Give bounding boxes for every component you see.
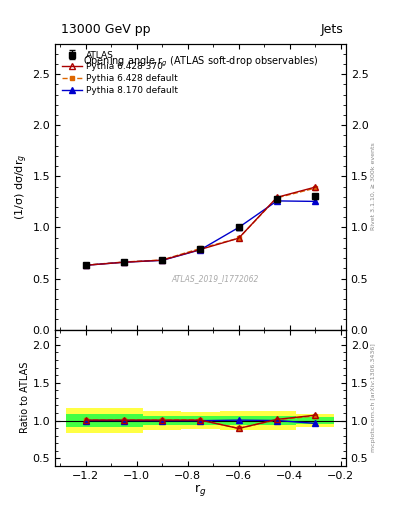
Pythia 6.428 370 xyxy=(121,259,126,265)
Pythia 6.428 370 xyxy=(198,246,203,252)
Text: 13000 GeV pp: 13000 GeV pp xyxy=(61,23,151,36)
Line: Pythia 8.170 default: Pythia 8.170 default xyxy=(83,198,318,268)
Pythia 8.170 default xyxy=(198,247,203,253)
Pythia 6.428 default xyxy=(313,185,318,191)
Line: Pythia 6.428 default: Pythia 6.428 default xyxy=(83,186,318,267)
Pythia 8.170 default xyxy=(313,198,318,204)
Pythia 6.428 default xyxy=(160,257,165,263)
Pythia 6.428 default xyxy=(275,195,279,201)
Y-axis label: Rivet 3.1.10, ≥ 300k events: Rivet 3.1.10, ≥ 300k events xyxy=(371,143,376,230)
Pythia 6.428 default xyxy=(121,259,126,265)
Y-axis label: mcplots.cern.ch [arXiv:1306.3436]: mcplots.cern.ch [arXiv:1306.3436] xyxy=(371,344,376,452)
Pythia 6.428 default xyxy=(198,245,203,251)
Y-axis label: Ratio to ATLAS: Ratio to ATLAS xyxy=(20,362,29,434)
X-axis label: r$_g$: r$_g$ xyxy=(194,482,207,498)
Pythia 6.428 default xyxy=(83,262,88,268)
Pythia 8.170 default xyxy=(236,224,241,230)
Line: Pythia 6.428 370: Pythia 6.428 370 xyxy=(83,184,318,268)
Pythia 8.170 default xyxy=(83,262,88,268)
Pythia 6.428 370 xyxy=(275,194,279,200)
Pythia 6.428 370 xyxy=(313,184,318,190)
Pythia 8.170 default xyxy=(275,198,279,204)
Pythia 6.428 370 xyxy=(236,235,241,241)
Text: Opening angle r$_g$ (ATLAS soft-drop observables): Opening angle r$_g$ (ATLAS soft-drop obs… xyxy=(83,55,318,69)
Pythia 6.428 370 xyxy=(83,262,88,268)
Text: ATLAS_2019_I1772062: ATLAS_2019_I1772062 xyxy=(171,273,259,283)
Pythia 8.170 default xyxy=(121,259,126,265)
Pythia 6.428 370 xyxy=(160,257,165,263)
Pythia 8.170 default xyxy=(160,258,165,264)
Text: Jets: Jets xyxy=(321,23,344,36)
Y-axis label: (1/σ) dσ/dr$_g$: (1/σ) dσ/dr$_g$ xyxy=(13,154,29,220)
Legend: ATLAS, Pythia 6.428 370, Pythia 6.428 default, Pythia 8.170 default: ATLAS, Pythia 6.428 370, Pythia 6.428 de… xyxy=(59,48,180,98)
Pythia 6.428 default xyxy=(236,235,241,241)
